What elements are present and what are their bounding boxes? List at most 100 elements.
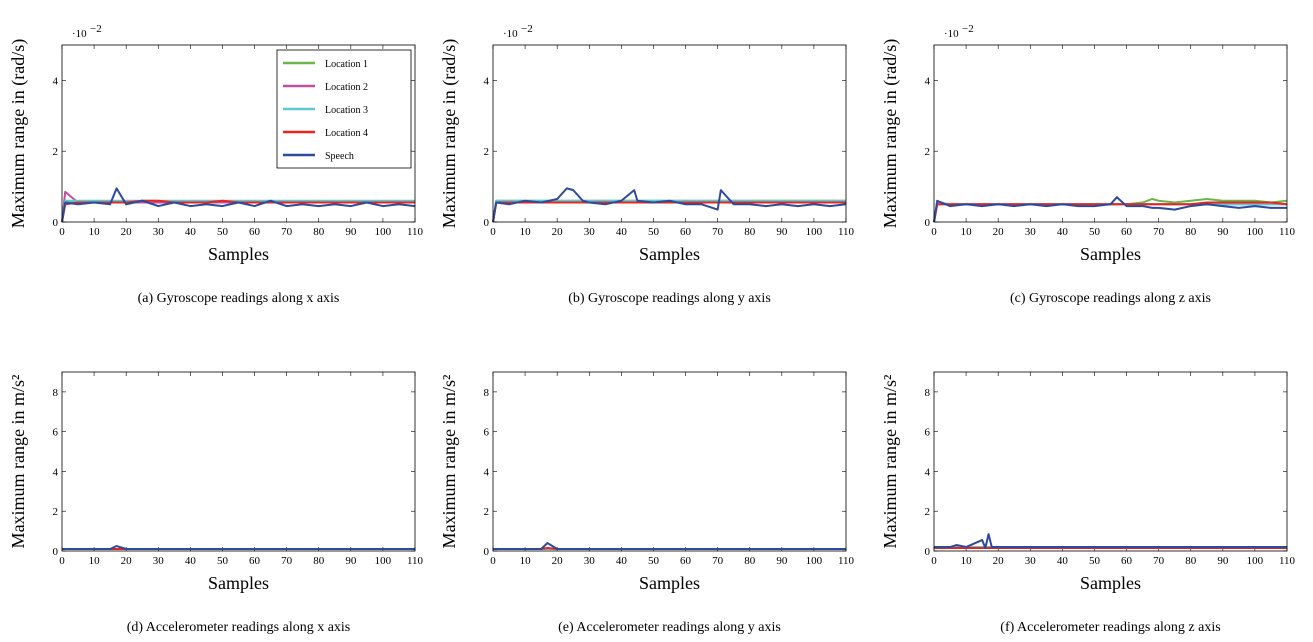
x-tick-label: 20: [121, 226, 133, 238]
x-tick-label: 60: [249, 555, 261, 567]
plot-frame: [933, 371, 1288, 552]
x-tick-label: 40: [185, 555, 197, 567]
x-tick-label: 50: [1089, 555, 1101, 567]
caption: (e) Accelerometer readings along y axis: [558, 620, 781, 635]
x-tick-label: 70: [1153, 555, 1165, 567]
x-tick-label: 40: [616, 555, 628, 567]
x-tick-label: 0: [931, 226, 937, 238]
x-tick-label: 90: [1217, 555, 1229, 567]
legend-label: Location 2: [325, 82, 368, 93]
data-line: [61, 187, 416, 223]
x-tick-label: 80: [1185, 226, 1197, 238]
x-tick-label: 110: [838, 555, 855, 567]
legend-label: Location 4: [325, 128, 368, 139]
y-tick-label: 8: [484, 387, 490, 399]
caption: (c) Gyroscope readings along z axis: [1010, 291, 1211, 306]
x-tick-label: 60: [1121, 555, 1133, 567]
x-tick-label: 10: [961, 226, 973, 238]
data-line: [492, 187, 847, 223]
y-tick-label: 4: [53, 75, 59, 87]
x-tick-label: 50: [648, 555, 660, 567]
y-tick-label: 2: [925, 146, 931, 158]
y-tick-label: 6: [925, 427, 931, 439]
x-tick-label: 70: [281, 555, 293, 567]
plot-frame: [61, 371, 416, 552]
y-tick-label: 0: [925, 546, 931, 558]
y-tick-label: 0: [925, 217, 931, 229]
y-tick-label: 4: [484, 466, 490, 478]
x-tick-label: 0: [59, 226, 65, 238]
x-tick-label: 20: [552, 226, 564, 238]
x-tick-label: 100: [806, 555, 823, 567]
x-tick-label: 10: [961, 555, 973, 567]
y-tick-label: 0: [484, 546, 490, 558]
x-axis-label: Samples: [208, 244, 269, 264]
x-tick-label: 10: [89, 555, 101, 567]
x-tick-label: 110: [407, 555, 424, 567]
legend-label: Location 1: [325, 59, 368, 70]
data-line: [933, 201, 1288, 223]
legend-label: Speech: [325, 151, 354, 162]
data-line: [933, 196, 1287, 223]
x-tick-label: 100: [1247, 226, 1264, 238]
x-tick-label: 90: [776, 555, 788, 567]
x-tick-label: 60: [249, 226, 261, 238]
x-tick-label: 100: [375, 555, 392, 567]
x-tick-label: 50: [1089, 226, 1101, 238]
caption: (d) Accelerometer readings along x axis: [127, 620, 351, 635]
y-tick-label: 4: [925, 466, 931, 478]
x-tick-label: 0: [59, 555, 65, 567]
x-axis-label: Samples: [1080, 573, 1141, 593]
x-tick-label: 40: [1057, 555, 1069, 567]
y-tick-label: 0: [484, 217, 490, 229]
y-tick-label: 6: [484, 427, 490, 439]
x-tick-label: 100: [806, 226, 823, 238]
x-tick-label: 30: [153, 555, 165, 567]
x-tick-label: 70: [712, 226, 724, 238]
plot-frame: [492, 371, 847, 552]
x-tick-label: 20: [552, 555, 564, 567]
x-tick-label: 90: [1217, 226, 1229, 238]
x-tick-label: 110: [838, 226, 855, 238]
data-line: [492, 199, 846, 223]
y-tick-label: 2: [484, 146, 490, 158]
data-line: [61, 190, 415, 223]
y-tick-label: 2: [925, 506, 931, 518]
y-axis-label: Maximum range in m/s²: [8, 375, 28, 549]
x-tick-label: 90: [776, 226, 788, 238]
data-line: [934, 533, 1287, 550]
y-tick-label: 2: [484, 506, 490, 518]
x-tick-label: 60: [1121, 226, 1133, 238]
y-scale-base: ·10: [944, 28, 959, 40]
x-tick-label: 20: [993, 555, 1005, 567]
plot-frame: [492, 44, 847, 223]
x-tick-label: 50: [217, 555, 229, 567]
y-scale-exponent: −2: [962, 23, 974, 35]
x-axis-label: Samples: [208, 573, 269, 593]
x-tick-label: 30: [153, 226, 165, 238]
x-tick-label: 80: [313, 226, 325, 238]
x-tick-label: 0: [490, 226, 496, 238]
x-tick-label: 60: [680, 555, 692, 567]
x-tick-label: 10: [89, 226, 101, 238]
x-tick-label: 100: [375, 226, 392, 238]
y-axis-label: Maximum range in (rad/s): [8, 39, 29, 228]
x-tick-label: 40: [185, 226, 197, 238]
x-tick-label: 70: [1153, 226, 1165, 238]
x-tick-label: 80: [744, 555, 756, 567]
x-tick-label: 0: [490, 555, 496, 567]
y-axis-label: Maximum range in m/s²: [880, 375, 900, 549]
x-tick-label: 70: [281, 226, 293, 238]
data-line: [492, 199, 846, 223]
x-tick-label: 110: [407, 226, 424, 238]
y-scale-base: ·10: [503, 28, 518, 40]
x-tick-label: 30: [1025, 555, 1037, 567]
y-axis-label: Maximum range in m/s²: [439, 375, 459, 549]
x-tick-label: 40: [616, 226, 628, 238]
y-scale-exponent: −2: [90, 23, 102, 35]
y-tick-label: 8: [53, 387, 59, 399]
y-axis-label: Maximum range in (rad/s): [880, 39, 901, 228]
data-line: [493, 542, 846, 551]
x-tick-label: 20: [121, 555, 133, 567]
x-tick-label: 20: [993, 226, 1005, 238]
